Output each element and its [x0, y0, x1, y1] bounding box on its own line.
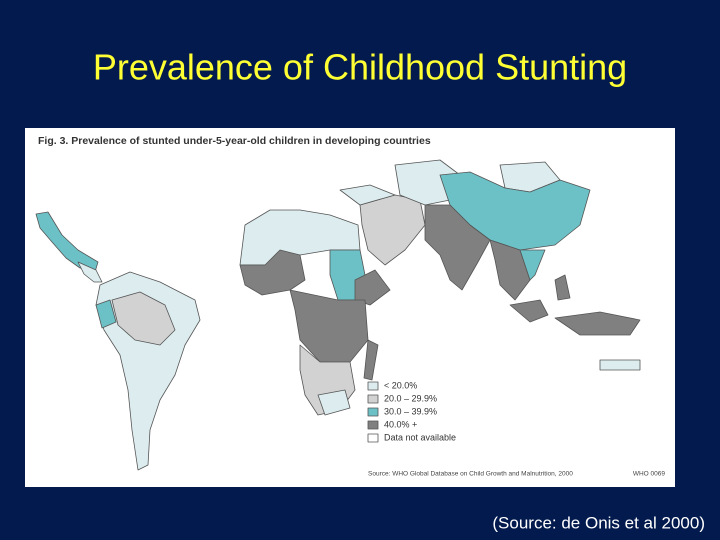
- figure-source: Source: WHO Global Database on Child Gro…: [368, 471, 573, 478]
- region: [363, 339, 379, 381]
- region: [554, 274, 571, 301]
- region: [424, 204, 491, 291]
- region: [354, 269, 391, 306]
- citation: (Source: de Onis et al 2000): [492, 513, 705, 532]
- legend: < 20.0% 20.0 – 29.9% 30.0 – 39.9% 40.0% …: [367, 380, 456, 443]
- region: [111, 291, 176, 346]
- legend-label: Data not available: [384, 432, 456, 442]
- legend-label: 40.0% +: [384, 419, 417, 429]
- slide-title: Prevalence of Childhood Stunting: [93, 47, 627, 88]
- region: [599, 359, 641, 371]
- figure-code: WHO 0069: [633, 471, 666, 478]
- region: [239, 249, 306, 296]
- region: [77, 261, 103, 283]
- legend-swatch: [367, 381, 379, 391]
- region: [317, 389, 351, 416]
- legend-label: 30.0 – 39.9%: [384, 406, 437, 416]
- legend-label: 20.0 – 29.9%: [384, 393, 437, 403]
- region: [519, 249, 546, 281]
- region: [554, 311, 641, 336]
- figure-caption: Fig. 3. Prevalence of stunted under-5-ye…: [38, 135, 431, 147]
- legend-swatch: [367, 394, 379, 404]
- world-map: [35, 159, 641, 471]
- region: [339, 184, 396, 206]
- region: [509, 299, 549, 323]
- legend-swatch: [367, 420, 379, 430]
- legend-swatch: [367, 407, 379, 417]
- legend-label: < 20.0%: [384, 380, 417, 390]
- legend-swatch: [367, 433, 379, 443]
- region: [95, 299, 117, 329]
